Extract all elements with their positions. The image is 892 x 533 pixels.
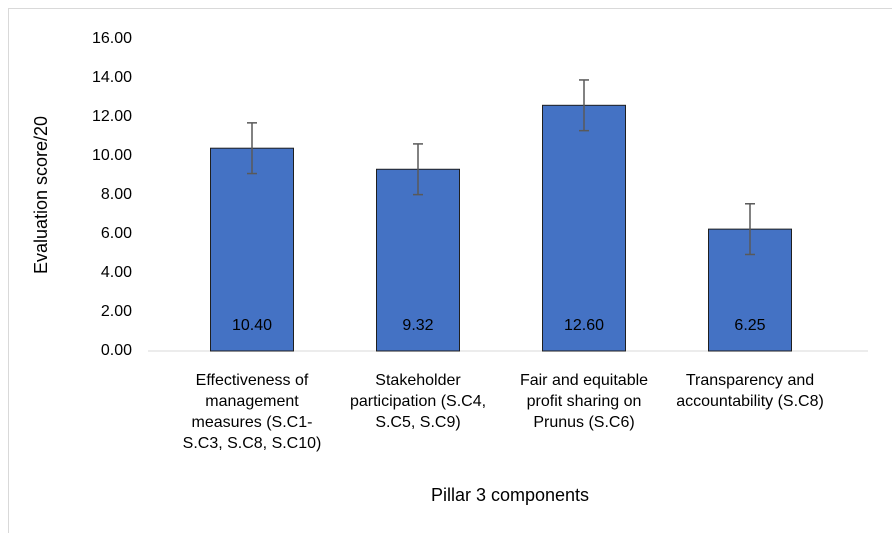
data-label: 9.32 [402,317,433,334]
y-tick-label: 2.00 [101,303,132,320]
x-tick-label: Effectiveness of management measures (S.… [182,372,322,452]
y-tick-label: 14.00 [92,69,132,86]
bar [542,104,626,352]
y-tick-label: 12.00 [92,108,132,125]
data-label: 6.25 [734,317,765,334]
bar [376,168,460,352]
x-tick-label: Stakeholder participation (S.C4, S.C5, S… [349,372,487,431]
y-tick-label: 10.00 [92,147,132,164]
y-tick-label: 4.00 [101,264,132,281]
y-tick-label: 0.00 [101,342,132,359]
y-axis-title: Evaluation score/20 [31,116,51,274]
chart-border [8,8,892,533]
data-label: 12.60 [564,317,604,334]
x-axis-title: Pillar 3 components [431,485,589,505]
x-tick-label: Transparency and accountability (S.C8) [676,372,824,410]
y-tick-label: 16.00 [92,30,132,47]
y-tick-label: 6.00 [101,225,132,242]
x-tick-label: Fair and equitable profit sharing on Pru… [519,372,649,431]
y-tick-label: 8.00 [101,186,132,203]
bar [210,147,294,352]
data-label: 10.40 [232,317,272,334]
